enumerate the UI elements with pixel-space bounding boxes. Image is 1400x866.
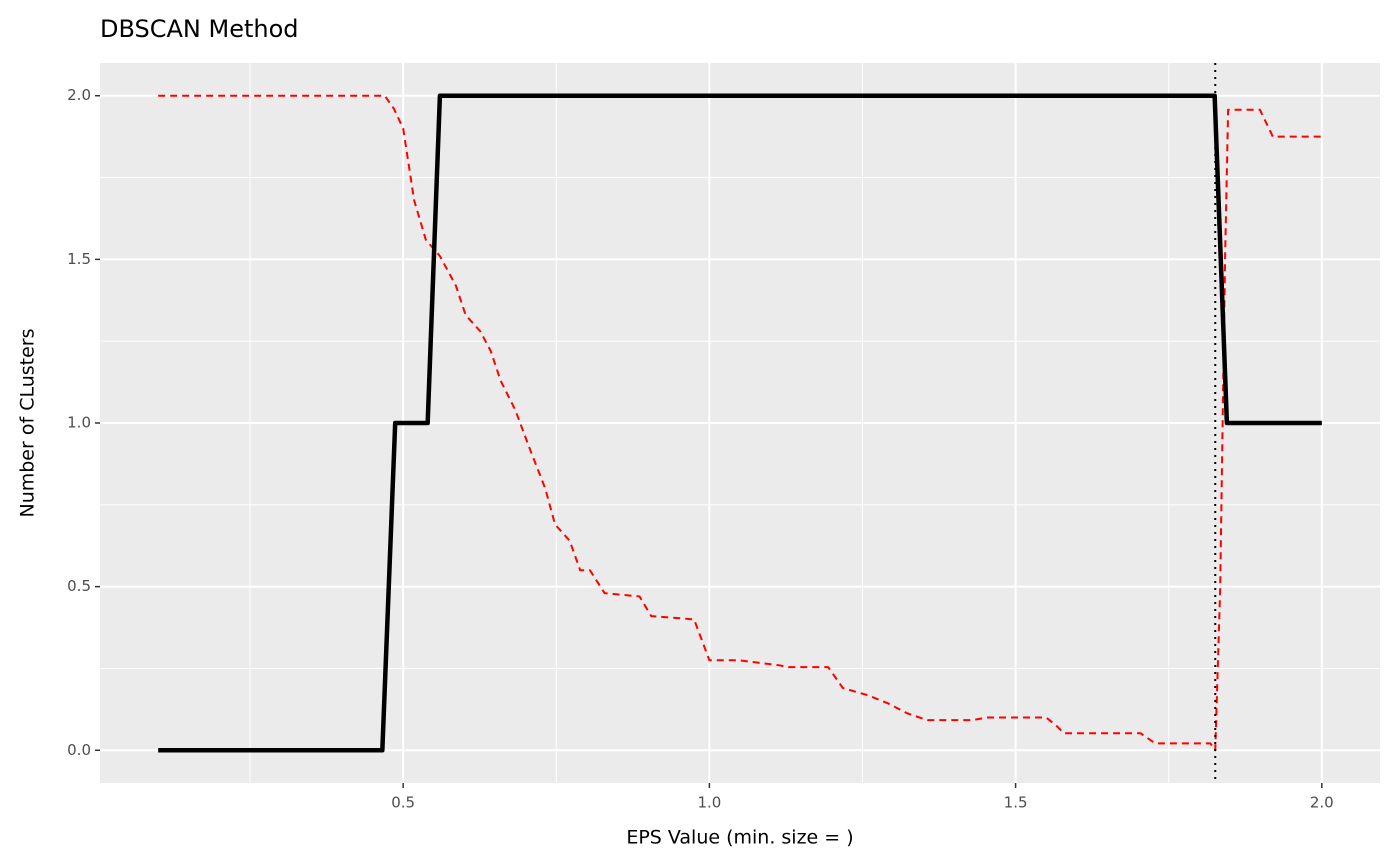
chart-title: DBSCAN Method <box>100 15 299 43</box>
y-tick-label: 1.0 <box>67 414 91 432</box>
series-line <box>158 94 1322 752</box>
x-axis-title: EPS Value (min. size = ) <box>626 827 853 849</box>
x-tick-label: 1.5 <box>1004 794 1028 812</box>
series-line <box>158 93 1322 753</box>
x-tick-label: 0.5 <box>391 794 415 812</box>
y-tick-label: 2.0 <box>67 86 91 104</box>
x-tick-label: 2.0 <box>1310 794 1334 812</box>
y-tick-label: 0.5 <box>67 577 91 595</box>
y-tick-label: 0.0 <box>67 741 91 759</box>
x-tick-label: 1.0 <box>697 794 721 812</box>
y-tick-label: 1.5 <box>67 250 91 268</box>
y-axis-title: Number of CLusters <box>17 328 39 517</box>
